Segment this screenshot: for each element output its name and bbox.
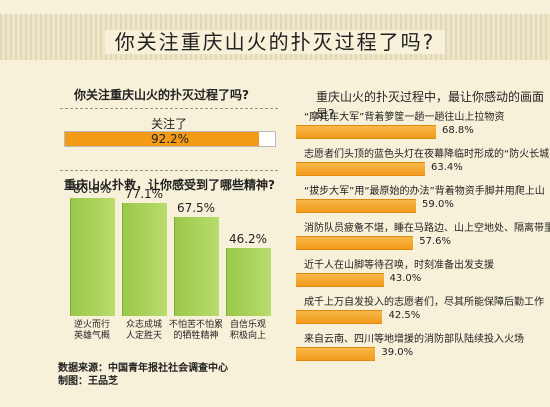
designer-line: 制图：王品芝 (58, 376, 118, 387)
category-line: 人定胜天 (125, 331, 162, 341)
moment-bar-value: 68.8% (442, 125, 474, 136)
moment-bar (296, 162, 425, 176)
moment-label: 来自云南、四川等地增援的消防部队陆续投入火场 (304, 334, 524, 345)
progress-bar: 92.2% (64, 131, 276, 147)
source-line: 数据来源：中国青年报社社会调查中心 (58, 363, 228, 374)
moment-bar-value: 59.0% (422, 199, 454, 210)
question-3: 重庆山火的扑灭过程中，最让你感动的画面是? (316, 90, 545, 121)
moment-bar-value: 42.5% (388, 310, 421, 321)
category-line: 英雄气概 (73, 331, 110, 341)
spirit-bar (226, 248, 271, 316)
moment-label: 志愿者们头顶的蓝色头灯在夜幕降临时形成的“防火长城” (304, 149, 550, 160)
spirit-bar-value: 80.6% (72, 182, 112, 196)
question-1: 你关注重庆山火的扑灭过程了吗? (74, 88, 249, 102)
spirit-bar-category: 自信乐观 积极向上 (220, 320, 276, 342)
moment-label: 消防队员疲惫不堪，睡在马路边、山上空地处、隔离带里 (304, 223, 550, 234)
moment-bar (296, 199, 417, 213)
moment-label: 近千人在山脚等待召唤，时刻准备出发支援 (304, 260, 494, 271)
category-line: 众志成城 (125, 320, 162, 330)
spirit-bar (70, 198, 115, 316)
moment-bar-value: 63.4% (431, 162, 463, 173)
moment-bar-value: 57.6% (419, 236, 451, 247)
spirit-bar-category: 众志成城 人定胜天 (116, 320, 172, 342)
spirit-bar-value: 46.2% (228, 232, 268, 247)
moment-bar (296, 347, 376, 361)
moment-bar (296, 236, 414, 250)
spirit-bar (174, 217, 219, 316)
category-line: 逆火而行 (73, 320, 110, 330)
progress-label: 关注了 (150, 117, 187, 131)
category-line: 积极向上 (229, 331, 266, 341)
moment-label: “拔步大军”用“最原始的办法”背着物资手脚并用爬上山 (304, 186, 545, 197)
moment-label: “摩托车大军”背着箩筐一趟一趟往山上拉物资 (304, 112, 505, 123)
category-line: 不怕苦不怕累 (168, 320, 223, 330)
progress-value: 92.2% (150, 132, 190, 146)
category-line: 自信乐观 (229, 320, 266, 330)
question-2: 重庆山火扑救，让你感受到了哪些精神? (64, 178, 275, 192)
page-title: 你关注重庆山火的扑灭过程了吗? (0, 26, 550, 55)
spirit-bar-value: 67.5% (176, 201, 216, 216)
spirit-bar-category: 不怕苦不怕累 的牺牲精神 (168, 320, 224, 342)
moment-bar (296, 310, 383, 324)
moment-bar (296, 125, 436, 139)
moment-bar (296, 273, 384, 287)
divider (60, 170, 278, 171)
progress-fill (65, 132, 259, 146)
moment-label: 成千上万自发投入的志愿者们，尽其所能保障后勤工作 (304, 297, 544, 308)
source-note: 数据来源：中国青年报社社会调查中心 制图：王品芝 (58, 362, 228, 388)
moment-bar-value: 43.0% (389, 273, 422, 284)
spirit-bar-value: 77.1% (124, 187, 164, 202)
moment-bar-value: 39.0% (381, 347, 414, 358)
category-line: 的牺牲精神 (173, 331, 219, 341)
divider (60, 108, 278, 109)
spirit-bar (122, 203, 167, 316)
spirit-bar-category: 逆火而行 英雄气概 (64, 320, 120, 342)
